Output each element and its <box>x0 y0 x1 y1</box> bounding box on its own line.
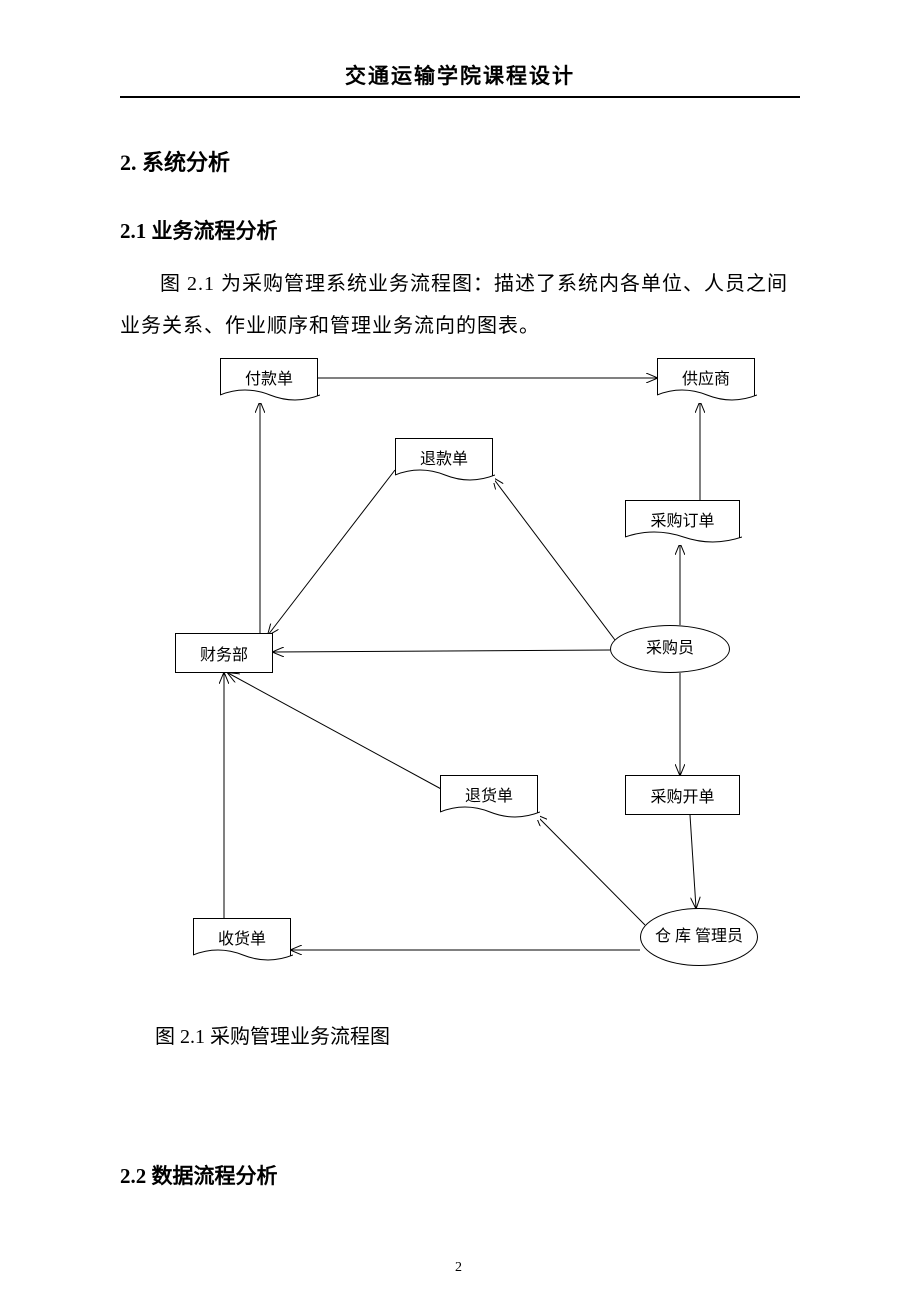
flow-node-receipt: 收货单 <box>193 918 291 962</box>
flowchart-edges <box>0 0 920 1000</box>
flow-node-finance_dept: 财务部 <box>175 633 273 673</box>
flow-edge-warehouse-return_slip <box>536 815 645 925</box>
flow-node-return_slip: 退货单 <box>440 775 538 819</box>
flow-edge-buyer-finance_dept <box>273 650 610 652</box>
flow-node-po: 采购订单 <box>625 500 740 544</box>
flow-edge-return_slip-finance_dept <box>228 673 443 790</box>
flow-node-buyer: 采购员 <box>610 625 730 673</box>
flow-node-open_order: 采购开单 <box>625 775 740 815</box>
flow-node-warehouse: 仓 库 管理员 <box>640 908 758 966</box>
flow-node-refund_slip: 退款单 <box>395 438 493 482</box>
document-page: 交通运输学院课程设计 2. 系统分析 2.1 业务流程分析 图 2.1 为采购管… <box>0 0 920 1302</box>
figure-caption: 图 2.1 采购管理业务流程图 <box>155 1020 390 1049</box>
flow-edge-buyer-refund_slip <box>493 478 615 640</box>
flow-node-pay_slip: 付款单 <box>220 358 318 402</box>
flow-node-supplier: 供应商 <box>657 358 755 402</box>
page-number: 2 <box>455 1260 462 1276</box>
flow-edge-open_order-warehouse <box>690 815 696 908</box>
flow-edge-refund_slip-finance_dept <box>268 470 395 635</box>
flowchart: 付款单 供应商退款单采购订单财务部 采购员退货单 采购开单收货单 仓 库 管理员 <box>0 0 920 1000</box>
heading-2-2: 2.2 数据流程分析 <box>120 1160 278 1190</box>
